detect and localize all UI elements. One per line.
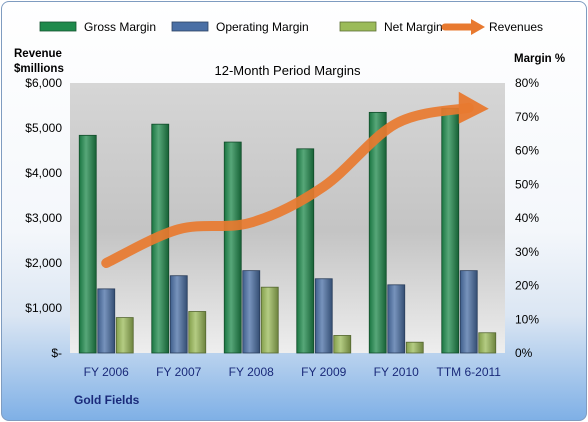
revenue-arrowhead — [458, 91, 489, 124]
legend-swatch — [171, 21, 209, 32]
y-right-label: Margin % — [514, 53, 565, 65]
y-left-tick-label: $3,000 — [25, 211, 62, 225]
revenue-line-path — [101, 102, 474, 268]
legend-label: Gross Margin — [84, 20, 156, 34]
legend-label: Net Margin — [384, 20, 443, 34]
plot-area — [70, 83, 505, 353]
x-axis-labels: FY 2006 FY 2007 FY 2008 FY 2009 FY 2010 TTM 6… — [84, 365, 502, 379]
bar-gross-margin — [78, 134, 97, 354]
legend-swatch-arrowhead — [471, 19, 485, 35]
bar-operating-margin — [314, 278, 333, 354]
y-left-tick-label: $- — [51, 346, 62, 360]
bar-net-margin — [478, 332, 497, 354]
bar-net-margin — [188, 311, 207, 354]
x-tick-label: FY 2009 — [301, 365, 346, 379]
y-left-tick-label: $6,000 — [25, 76, 62, 90]
bar-gross-margin — [441, 107, 460, 354]
y-left-tick-label: $4,000 — [25, 166, 62, 180]
legend: Gross Margin Operating Margin Net Margin Re… — [39, 19, 543, 35]
bar-gross-margin — [368, 111, 387, 354]
bar-net-margin — [333, 335, 352, 354]
bar-net-margin — [405, 341, 424, 354]
y-left-tick-label: $5,000 — [25, 121, 62, 135]
y-right-tick-label: 30% — [515, 245, 539, 259]
y-axis-labels: $- $1,000 $2,000 $3,000 $4,000 $5,000 $6,000 0%… — [25, 76, 539, 360]
x-tick-label: FY 2010 — [374, 365, 419, 379]
legend-label: Revenues — [489, 20, 543, 34]
bar-net-margin — [260, 286, 279, 354]
x-tick-label: FY 2006 — [84, 365, 129, 379]
y-left-label-line-2: $millions — [14, 63, 64, 75]
revenue-line — [101, 91, 489, 268]
bar-operating-margin — [242, 270, 261, 354]
bar-operating-margin — [97, 288, 116, 354]
y-right-tick-label: 20% — [515, 279, 539, 293]
y-right-tick-label: 70% — [515, 110, 539, 124]
bar-gross-margin — [223, 141, 242, 354]
y-right-tick-label: 40% — [515, 211, 539, 225]
legend-swatch — [339, 21, 377, 32]
bar-operating-margin — [169, 275, 188, 354]
y-left-label-line-1: Revenue — [14, 48, 62, 60]
bar-net-margin — [115, 317, 134, 354]
y-right-tick-label: 50% — [515, 177, 539, 191]
y-right-tick-label: 0% — [515, 346, 533, 360]
y-left-tick-label: $2,000 — [25, 256, 62, 270]
y-right-tick-label: 10% — [515, 312, 539, 326]
y-right-tick-label: 60% — [515, 144, 539, 158]
chart-title: 12-Month Period Margins — [215, 63, 361, 78]
bars — [78, 107, 497, 354]
y-left-tick-label: $1,000 — [25, 301, 62, 315]
bar-operating-margin — [387, 284, 406, 354]
x-tick-label: FY 2008 — [229, 365, 274, 379]
bar-gross-margin — [296, 148, 315, 354]
legend-label: Operating Margin — [216, 20, 309, 34]
x-tick-label: FY 2007 — [156, 365, 201, 379]
bar-operating-margin — [459, 270, 478, 354]
y-right-tick-label: 80% — [515, 76, 539, 90]
x-tick-label: TTM 6-2011 — [437, 365, 502, 379]
legend-swatch — [39, 21, 77, 32]
footer-company: Gold Fields — [74, 393, 140, 407]
